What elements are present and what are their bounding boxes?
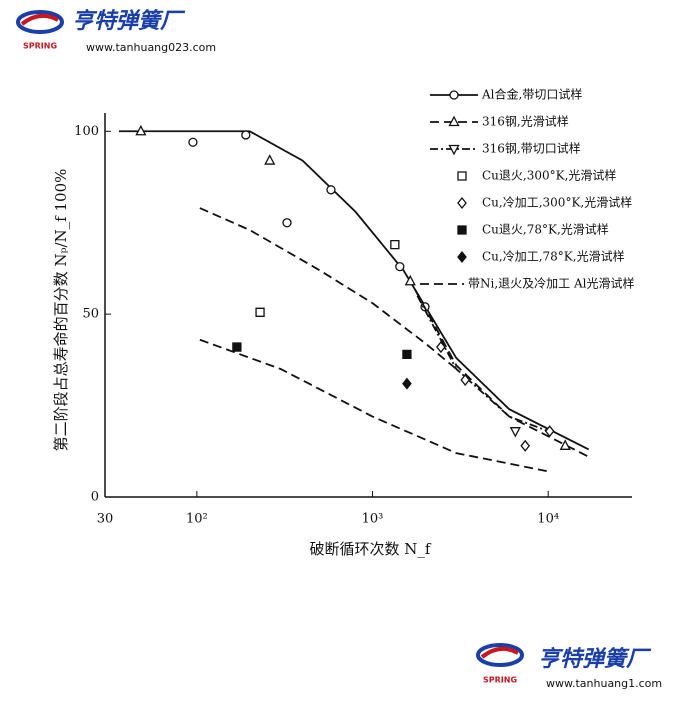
marker: [264, 154, 276, 165]
marker: [436, 341, 446, 354]
marker: [449, 90, 459, 100]
series-line: [118, 130, 590, 451]
marker: [326, 185, 336, 195]
marker: [544, 425, 555, 438]
legend-label: Cu,冷加工,300°K,光滑试样: [482, 195, 632, 210]
marker: [457, 225, 467, 235]
legend-item: 带Ni,退火及冷加工 Al光滑试样: [420, 276, 634, 291]
marker: [402, 349, 412, 360]
x-tick-label: 10²: [186, 512, 208, 527]
y-tick-label: 100: [74, 124, 99, 139]
marker: [390, 240, 400, 250]
legend-item: Cu,冷加工,78°K,光滑试样: [457, 249, 625, 264]
legend-item: 316钢,光滑试样: [430, 114, 569, 129]
legend-item: Cu,冷加工,300°K,光滑试样: [457, 195, 632, 210]
legend-item: 316钢,带切口试样: [430, 141, 581, 156]
legend-item: Cu退火,78°K,光滑试样: [457, 222, 609, 237]
series-line: [199, 207, 457, 370]
legend-label: 316钢,光滑试样: [482, 114, 569, 129]
series-line: [199, 338, 549, 473]
marker: [402, 377, 412, 390]
series-line: [416, 295, 549, 433]
logo-text: SPRING: [23, 42, 57, 51]
legend-label: Cu退火,300°K,光滑试样: [482, 168, 616, 183]
marker: [188, 137, 198, 147]
marker: [448, 144, 460, 156]
marker: [232, 342, 242, 352]
x-tick-label: 10⁴: [537, 512, 559, 527]
legend-label: Cu,冷加工,78°K,光滑试样: [482, 249, 625, 264]
legend-label: Cu退火,78°K,光滑试样: [482, 222, 609, 237]
logo-swoosh: [20, 13, 59, 26]
marker: [460, 373, 471, 387]
marker: [509, 427, 521, 438]
marker: [135, 124, 147, 136]
marker: [520, 439, 531, 452]
series-line: [407, 277, 590, 458]
logo-text: SPRING: [483, 676, 517, 685]
marker: [457, 196, 467, 210]
x-tick-label: 10³: [362, 512, 384, 527]
marker: [559, 439, 571, 450]
y-tick-label: 50: [82, 307, 99, 322]
logo-swoosh: [480, 646, 519, 659]
logo-icon: [16, 10, 64, 34]
marker: [457, 171, 467, 181]
marker: [395, 261, 405, 272]
marker: [457, 250, 467, 264]
brand: 亨特弹簧厂: [538, 646, 652, 672]
marker: [282, 218, 292, 228]
legend-label: 带Ni,退火及冷加工 Al光滑试样: [468, 276, 634, 291]
legend-label: Al合金,带切口试样: [481, 87, 582, 102]
marker: [448, 115, 460, 127]
legend-item: Al合金,带切口试样: [430, 87, 582, 102]
header-logo: SPRING 亨特弹簧厂 www.tanhuang023.com: [16, 8, 216, 54]
x-axis-label: 破断循环次数 N_f: [310, 540, 432, 558]
y-tick-label: 0: [91, 490, 99, 505]
y-axis-label: 第二阶段占总寿命的百分数 Nₚ/N_f 100%: [52, 169, 70, 452]
footer-logo: SPRING 亨特弹簧厂 www.tanhuang1.com: [476, 643, 662, 690]
url: www.tanhuang023.com: [86, 41, 216, 54]
legend-label: 316钢,带切口试样: [482, 141, 581, 156]
brand: 亨特弹簧厂: [72, 8, 186, 34]
marker: [241, 130, 251, 140]
url: www.tanhuang1.com: [546, 677, 662, 690]
legend-item: Cu退火,300°K,光滑试样: [457, 168, 616, 183]
marker: [255, 307, 265, 317]
marker: [404, 274, 416, 286]
x-tick-label: 30: [97, 512, 114, 527]
logo-icon: [476, 643, 524, 667]
